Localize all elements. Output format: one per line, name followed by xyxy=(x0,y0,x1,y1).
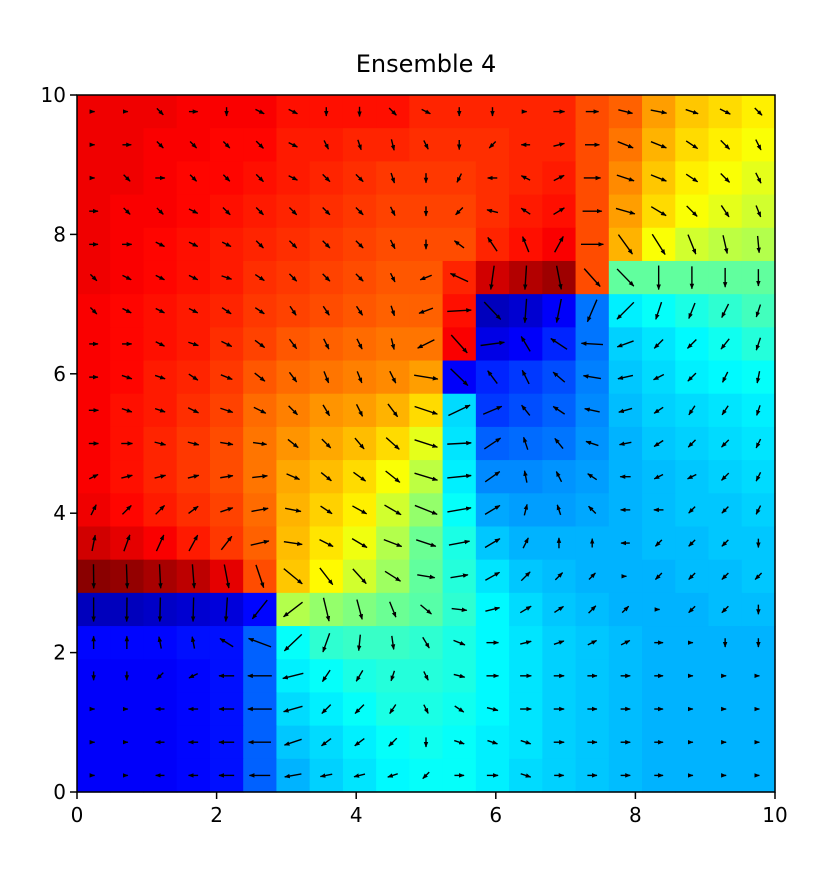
y-tick-label: 8 xyxy=(53,222,66,246)
x-tick-label: 10 xyxy=(762,803,787,827)
x-tick-label: 0 xyxy=(71,803,84,827)
arrow xyxy=(193,597,194,621)
y-tick-label: 10 xyxy=(41,83,66,107)
y-tick-label: 0 xyxy=(53,780,66,804)
x-tick-label: 6 xyxy=(489,803,502,827)
arrow xyxy=(160,597,161,621)
y-tick-label: 2 xyxy=(53,641,66,665)
x-tick-label: 2 xyxy=(210,803,223,827)
y-tick-label: 4 xyxy=(53,501,66,525)
y-tick-label: 6 xyxy=(53,362,66,386)
arrow xyxy=(126,564,127,588)
x-tick-label: 8 xyxy=(629,803,642,827)
chart-title: Ensemble 4 xyxy=(356,50,497,78)
x-tick-label: 4 xyxy=(350,803,363,827)
